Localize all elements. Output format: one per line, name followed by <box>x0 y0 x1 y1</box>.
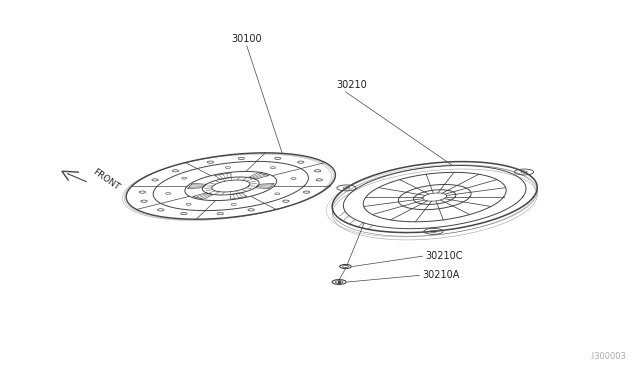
Text: 30210: 30210 <box>336 80 367 90</box>
Text: 30210C: 30210C <box>425 251 463 261</box>
Text: 30210A: 30210A <box>422 270 460 280</box>
Text: FRONT: FRONT <box>92 167 122 192</box>
Text: .I300003: .I300003 <box>589 352 626 361</box>
Text: 30100: 30100 <box>232 34 262 44</box>
